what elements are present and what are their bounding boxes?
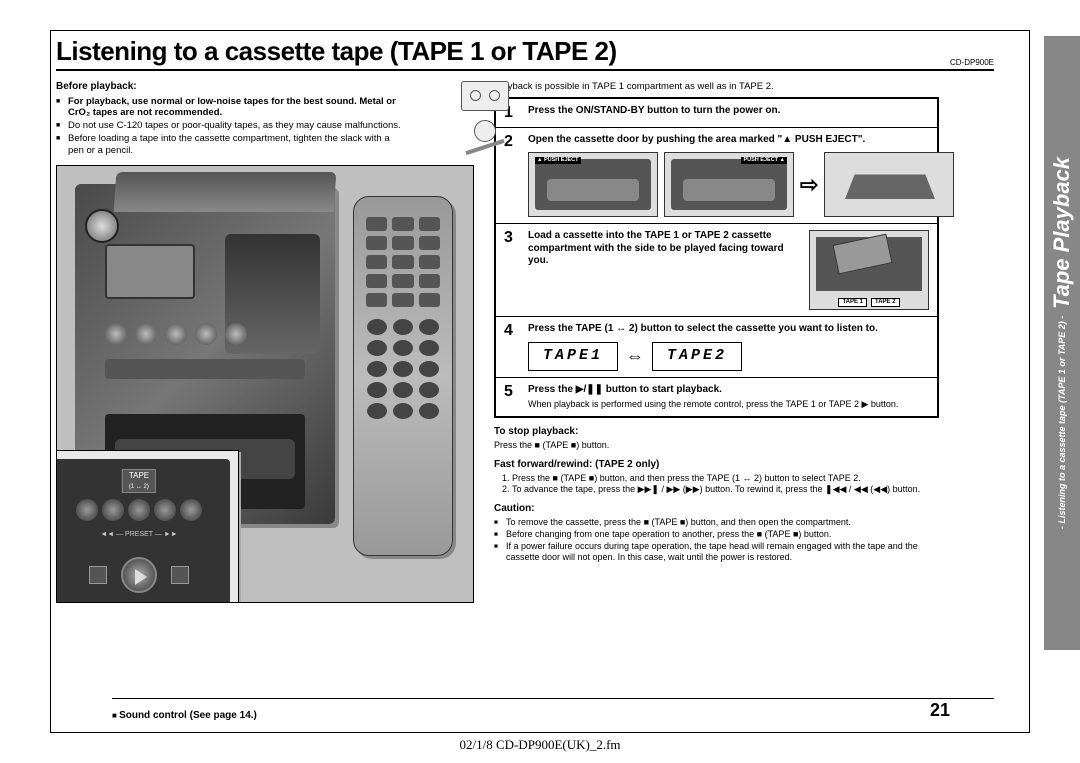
control-panel-inset: TAPE (1 ↔ 2) ◄◄ — PRESET — ►►: [56, 450, 239, 603]
before-playback-block: Before playback: For playback, use norma…: [56, 81, 401, 157]
ffrw-section: Fast forward/rewind: (TAPE 2 only) Press…: [494, 459, 939, 495]
ffrw-list: Press the ■ (TAPE ■) button, and then pr…: [494, 473, 939, 496]
step），\,number: 4: [504, 323, 520, 339]
step-number: 5: [504, 384, 520, 400]
page-content: Listening to a cassette tape (TAPE 1 or …: [56, 36, 1024, 727]
step-number: 3: [504, 230, 520, 246]
caution-heading: Caution:: [494, 503, 939, 516]
sound-control-ref: Sound control (See page 14.): [112, 710, 257, 721]
inset-tape-buttons: [76, 499, 202, 521]
tape2-label: TAPE 2: [871, 298, 900, 308]
load-cassette-fig: TAPE 1 TAPE 2: [809, 230, 929, 310]
remote-control: [353, 196, 453, 556]
step-text: Press the ▶/❚❚ button to start playback.…: [528, 384, 929, 411]
caution-item-3: If a power failure occurs during tape op…: [494, 541, 939, 564]
document-footer: 02/1/8 CD-DP900E(UK)_2.fm: [56, 737, 1024, 753]
step4-display: TAPE1 ⇔ TAPE2: [528, 342, 929, 371]
pencil-reel-icon: [461, 115, 509, 155]
step-4: 4 Press the TAPE (1 ↔ 2) button to selec…: [496, 317, 937, 377]
transport-controls: [56, 557, 230, 593]
knob-row: [105, 314, 305, 354]
step-3: 3 Load a cassette into the TAPE 1 or TAP…: [496, 224, 937, 317]
page-title: Listening to a cassette tape (TAPE 1 or …: [56, 36, 617, 67]
before-playback-list: For playback, use normal or low-noise ta…: [56, 96, 401, 157]
step5-note: When playback is performed using the rem…: [528, 399, 929, 410]
arrow-icon: ⇨: [800, 171, 818, 199]
caution-list: To remove the cassette, press the ■ (TAP…: [494, 517, 939, 564]
right-column: Playback is possible in TAPE 1 compartme…: [494, 81, 939, 603]
left-column: Before playback: For playback, use norma…: [56, 81, 476, 603]
step-text: Press the TAPE (1 ↔ 2) button to select …: [528, 323, 929, 370]
swap-arrow-icon: ⇔: [626, 345, 644, 368]
play-icon: [121, 557, 157, 593]
inset-tape-label: TAPE (1 ↔ 2): [122, 469, 156, 494]
page-number: 21: [930, 700, 950, 721]
two-column-layout: Before playback: For playback, use norma…: [56, 81, 1024, 603]
deck-open-fig: [824, 152, 954, 217]
side-tab-sub: - Listening to a cassette tape (TAPE 1 o…: [1057, 315, 1067, 528]
lcd-tape2: TAPE2: [652, 342, 742, 371]
step-5: 5 Press the ▶/❚❚ button to start playbac…: [496, 378, 937, 417]
page-footer: Sound control (See page 14.) 21: [112, 700, 994, 721]
title-bar: Listening to a cassette tape (TAPE 1 or …: [56, 36, 994, 71]
step-1: 1 Press the ON/STAND-BY button to turn t…: [496, 99, 937, 128]
before-bullet-3: Before loading a tape into the cassette …: [56, 133, 401, 157]
lcd-tape1: TAPE1: [528, 342, 618, 371]
step-text: Open the cassette door by pushing the ar…: [528, 134, 954, 218]
before-bullet-2: Do not use C-120 tapes or poor-quality t…: [56, 120, 401, 132]
deck-closed-fig: ▲ PUSH EJECT: [528, 152, 658, 217]
before-bullet-1: For playback, use normal or low-noise ta…: [56, 96, 401, 120]
ffrw-heading: Fast forward/rewind: (TAPE 2 only): [494, 459, 939, 472]
model-code: CD-DP900E: [950, 58, 994, 67]
step2-figure: ▲ PUSH EJECT PUSH EJECT ▲ ⇨: [528, 152, 954, 217]
power-button-icon: [85, 209, 119, 243]
footer-rule: [112, 698, 994, 699]
push-eject-label-r: PUSH EJECT ▲: [741, 157, 787, 164]
step-text: Press the ON/STAND-BY button to turn the…: [528, 105, 929, 118]
ffrw-item-1: Press the ■ (TAPE ■) button, and then pr…: [512, 473, 939, 484]
intro-text: Playback is possible in TAPE 1 compartme…: [494, 81, 939, 93]
cassette-tips-icons: [461, 81, 516, 166]
step-2: 2 Open the cassette door by pushing the …: [496, 128, 937, 225]
steps-box: 1 Press the ON/STAND-BY button to turn t…: [494, 97, 939, 419]
ffrw-item-2: To advance the tape, press the ▶▶❚ / ▶▶ …: [512, 484, 939, 495]
cassette-icon: [461, 81, 509, 111]
tape1-label: TAPE 1: [838, 298, 867, 308]
ffwd-icon: [171, 566, 189, 584]
product-illustration: TAPE (1 ↔ 2) ◄◄ — PRESET — ►►: [56, 165, 474, 603]
side-tab-main: Tape Playback: [1049, 157, 1075, 309]
stop-text: Press the ■ (TAPE ■) button.: [494, 440, 939, 451]
button-bar: [105, 359, 305, 379]
push-eject-label: ▲ PUSH EJECT: [535, 157, 581, 164]
preset-label: ◄◄ — PRESET — ►►: [56, 531, 230, 540]
deck-closed-fig-2: PUSH EJECT ▲: [664, 152, 794, 217]
side-tab: - Listening to a cassette tape (TAPE 1 o…: [1044, 36, 1080, 650]
before-playback-heading: Before playback:: [56, 81, 401, 94]
stop-heading: To stop playback:: [494, 426, 939, 439]
caution-item-1: To remove the cassette, press the ■ (TAP…: [494, 517, 939, 528]
rewind-icon: [89, 566, 107, 584]
caution-section: Caution: To remove the cassette, press t…: [494, 503, 939, 564]
step-text: Load a cassette into the TAPE 1 or TAPE …: [528, 230, 929, 310]
display-panel: [105, 244, 195, 299]
caution-item-2: Before changing from one tape operation …: [494, 529, 939, 540]
stop-section: To stop playback: Press the ■ (TAPE ■) b…: [494, 426, 939, 451]
